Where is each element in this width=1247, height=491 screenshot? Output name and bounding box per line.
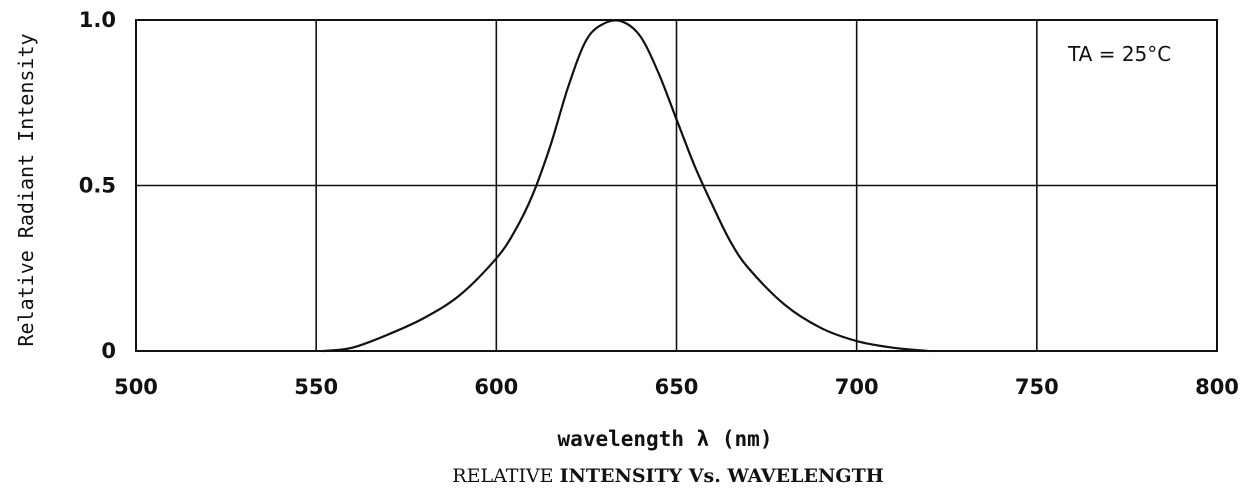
x-tick-labels: 500 550 600 650 700 750 800 [114,375,1239,399]
y-tick-label: 1.0 [79,8,116,32]
chart-title-part-1: RELATIVE [452,465,559,487]
x-tick-label: 650 [655,375,699,399]
temperature-annotation: TA = 25°C [1067,42,1171,66]
chart-title: RELATIVE INTENSITY Vs. WAVELENGTH [452,465,883,487]
x-tick-label: 700 [835,375,879,399]
chart-title-part-4: WAVELENGTH [726,465,883,487]
y-tick-labels: 0 0.5 1.0 [79,8,116,363]
chart-title-part-2: INTENSITY [560,465,683,487]
y-axis-label: Relative Radiant Intensity [14,33,38,346]
y-tick-label: 0 [101,339,116,363]
x-tick-label: 800 [1195,375,1239,399]
plot-frame [135,19,1218,352]
intensity-curve [322,19,930,353]
x-tick-label: 550 [294,375,338,399]
x-tick-label: 500 [114,375,158,399]
x-axis-label: wavelength λ (nm) [558,427,773,451]
x-tick-label: 750 [1015,375,1059,399]
chart-title-part-3: Vs. [682,465,727,487]
grid [136,20,1217,351]
y-tick-label: 0.5 [79,174,116,198]
x-tick-label: 600 [474,375,518,399]
